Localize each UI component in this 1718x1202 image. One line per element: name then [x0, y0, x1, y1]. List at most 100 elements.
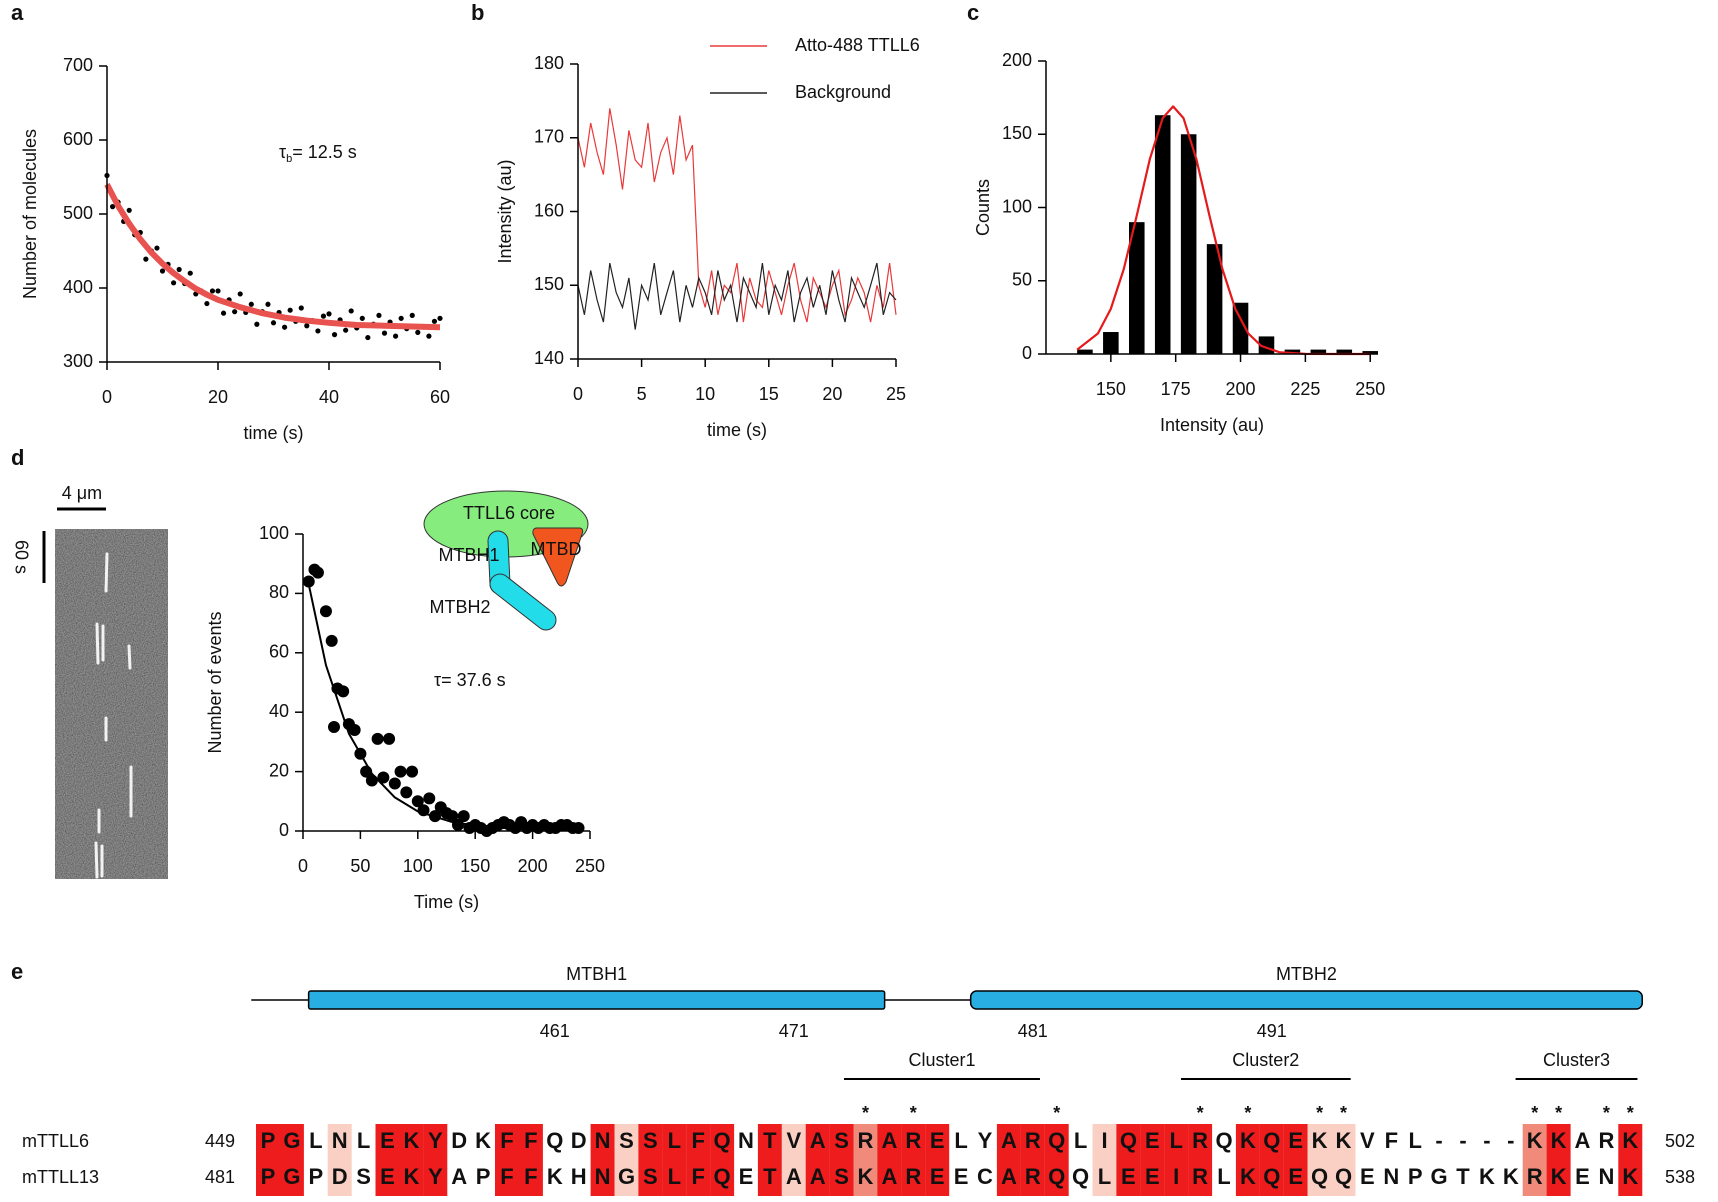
data-point — [446, 810, 459, 823]
bar — [1180, 134, 1197, 354]
bar — [1103, 332, 1119, 354]
data-point — [254, 321, 260, 327]
residue-shading — [662, 1124, 687, 1160]
conservation-mark: * — [1531, 1103, 1538, 1123]
residue: K — [1622, 1164, 1638, 1189]
residue: R — [905, 1128, 921, 1153]
residue-shading — [901, 1160, 926, 1196]
panel-label: d — [11, 445, 24, 470]
data-point — [171, 280, 177, 286]
residue-shading — [423, 1124, 448, 1160]
residue-shading — [1092, 1160, 1117, 1196]
residue-shading — [710, 1124, 735, 1160]
residue-shading — [1546, 1160, 1571, 1196]
data-point — [331, 332, 338, 338]
residue: P — [261, 1128, 276, 1153]
data-point — [376, 312, 382, 318]
bar — [1232, 302, 1249, 354]
data-point — [315, 328, 321, 334]
residue: E — [1145, 1164, 1160, 1189]
residue-shading — [1020, 1160, 1045, 1196]
data-point — [411, 795, 424, 808]
residue: V — [1360, 1128, 1375, 1153]
data-point — [282, 324, 288, 330]
residue: K — [858, 1164, 874, 1189]
residue: Q — [1048, 1164, 1065, 1189]
conservation-mark: * — [1316, 1103, 1323, 1123]
domain-label: MTBD — [531, 539, 582, 559]
residue-shading — [1188, 1124, 1213, 1160]
residue: A — [810, 1128, 826, 1153]
residue-shading — [279, 1160, 304, 1196]
y-tick-label: 150 — [534, 274, 564, 294]
residue-shading — [1164, 1124, 1189, 1160]
residue: Y — [428, 1164, 443, 1189]
data-point — [176, 266, 182, 273]
residue: T — [763, 1128, 777, 1153]
data-point — [393, 333, 399, 339]
kymograph-noise — [55, 529, 168, 879]
x-axis-title: time (s) — [244, 423, 304, 443]
residue: - — [1507, 1128, 1514, 1153]
data-point — [154, 245, 160, 251]
x-tick-label: 15 — [759, 384, 779, 404]
series-line — [577, 262, 897, 330]
annotation-symbol: τ — [279, 142, 286, 162]
row-name: mTTLL6 — [22, 1131, 89, 1151]
residue-shading — [614, 1160, 639, 1196]
residue-shading — [495, 1124, 519, 1160]
x-tick-label: 40 — [319, 387, 339, 407]
residue-shading — [327, 1160, 352, 1196]
residue-shading — [1522, 1124, 1547, 1160]
residue-shading — [829, 1124, 854, 1160]
residue: T — [1456, 1164, 1470, 1189]
residue-shading — [375, 1124, 400, 1160]
residue: Q — [1072, 1164, 1089, 1189]
data-point — [415, 329, 421, 335]
residue: H — [571, 1164, 587, 1189]
data-point — [381, 330, 388, 336]
x-tick-label: 20 — [822, 384, 842, 404]
residue-shading — [901, 1124, 926, 1160]
data-point — [457, 810, 470, 823]
residue: E — [930, 1164, 945, 1189]
residue: K — [1551, 1164, 1567, 1189]
residue-shading — [1188, 1160, 1213, 1196]
y-tick-label: 100 — [1002, 196, 1032, 216]
residue: Q — [1311, 1164, 1328, 1189]
data-point — [343, 327, 349, 333]
residue: R — [1025, 1128, 1041, 1153]
residue: K — [1336, 1128, 1352, 1153]
panel-label: e — [11, 959, 23, 984]
y-tick-label: 700 — [63, 55, 93, 75]
data-point — [126, 207, 132, 213]
residue: K — [1479, 1164, 1495, 1189]
residue: P — [261, 1164, 276, 1189]
y-tick-label: 600 — [63, 129, 93, 149]
data-point — [426, 333, 432, 339]
data-point — [394, 765, 407, 778]
residue-shading — [399, 1160, 424, 1196]
y-tick-label: 0 — [279, 820, 289, 840]
kymograph-tracks — [94, 552, 133, 879]
data-point — [398, 315, 404, 321]
residue: L — [1408, 1128, 1421, 1153]
data-point — [406, 765, 419, 778]
y-tick-label: 0 — [1022, 343, 1032, 363]
residue-shading — [1331, 1124, 1356, 1160]
y-axis-title: Counts — [973, 179, 993, 236]
residue: Q — [714, 1164, 731, 1189]
x-tick-label: 100 — [403, 856, 433, 876]
data-point — [431, 318, 438, 324]
y-tick-label: 400 — [63, 277, 93, 297]
residue: N — [1598, 1164, 1614, 1189]
data-point — [298, 305, 304, 311]
residue: K — [547, 1164, 563, 1189]
data-point — [337, 685, 350, 698]
residue-shading — [686, 1160, 711, 1196]
residue-shading — [662, 1160, 687, 1196]
residue: K — [1527, 1128, 1543, 1153]
residue: C — [977, 1164, 993, 1189]
data-point — [348, 724, 361, 737]
